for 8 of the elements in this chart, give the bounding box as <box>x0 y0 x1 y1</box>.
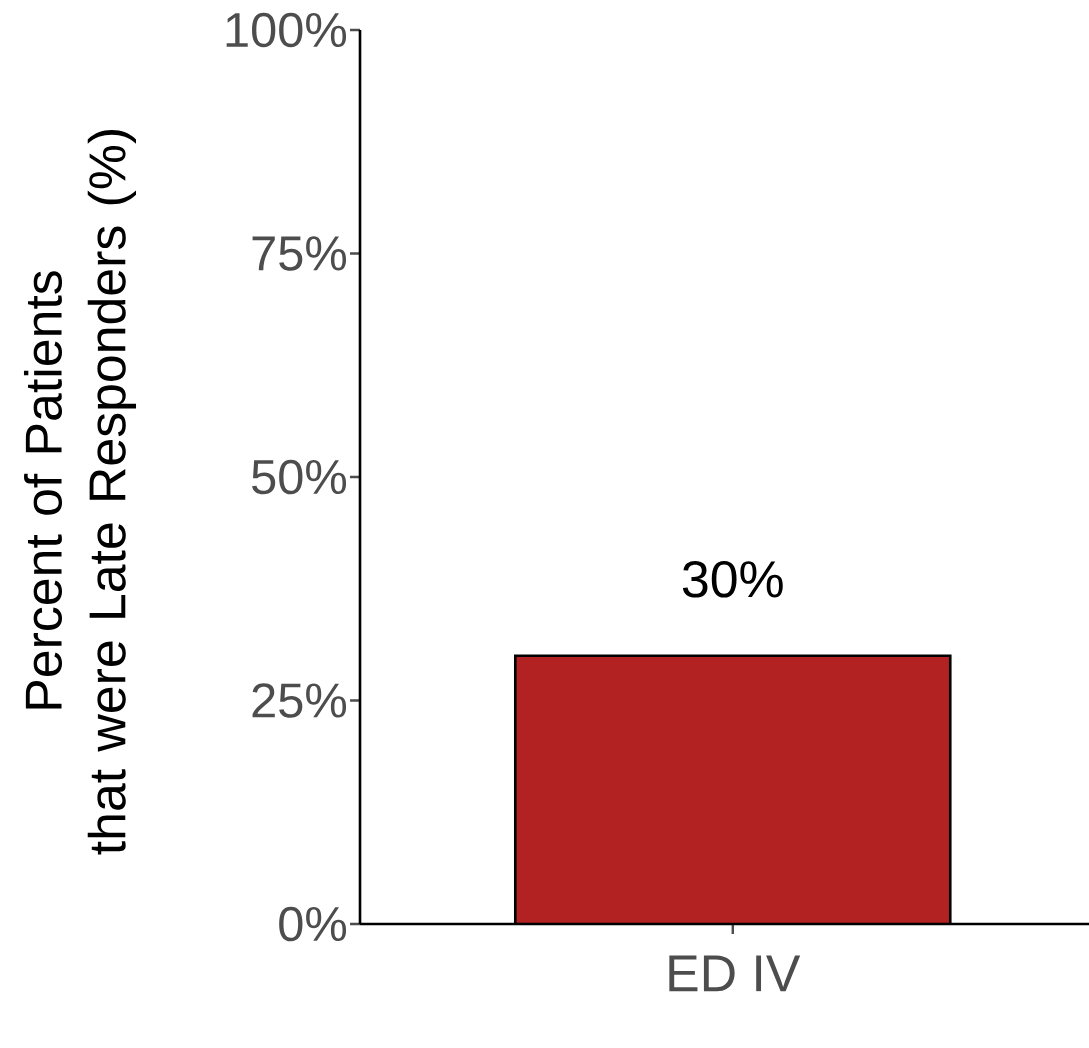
data-label: 30% <box>682 560 783 598</box>
y-axis-title: Percent of Patients that were Late Responders (%) <box>23 130 137 855</box>
y-tick-label: 50% <box>252 459 347 495</box>
y-tick-label: 100% <box>226 12 347 48</box>
y-tick-label: 75% <box>252 236 347 271</box>
y-tick-label: 25% <box>252 683 347 718</box>
y-tick-label: 0% <box>279 906 347 942</box>
x-tick-label: ED IV <box>669 955 801 992</box>
